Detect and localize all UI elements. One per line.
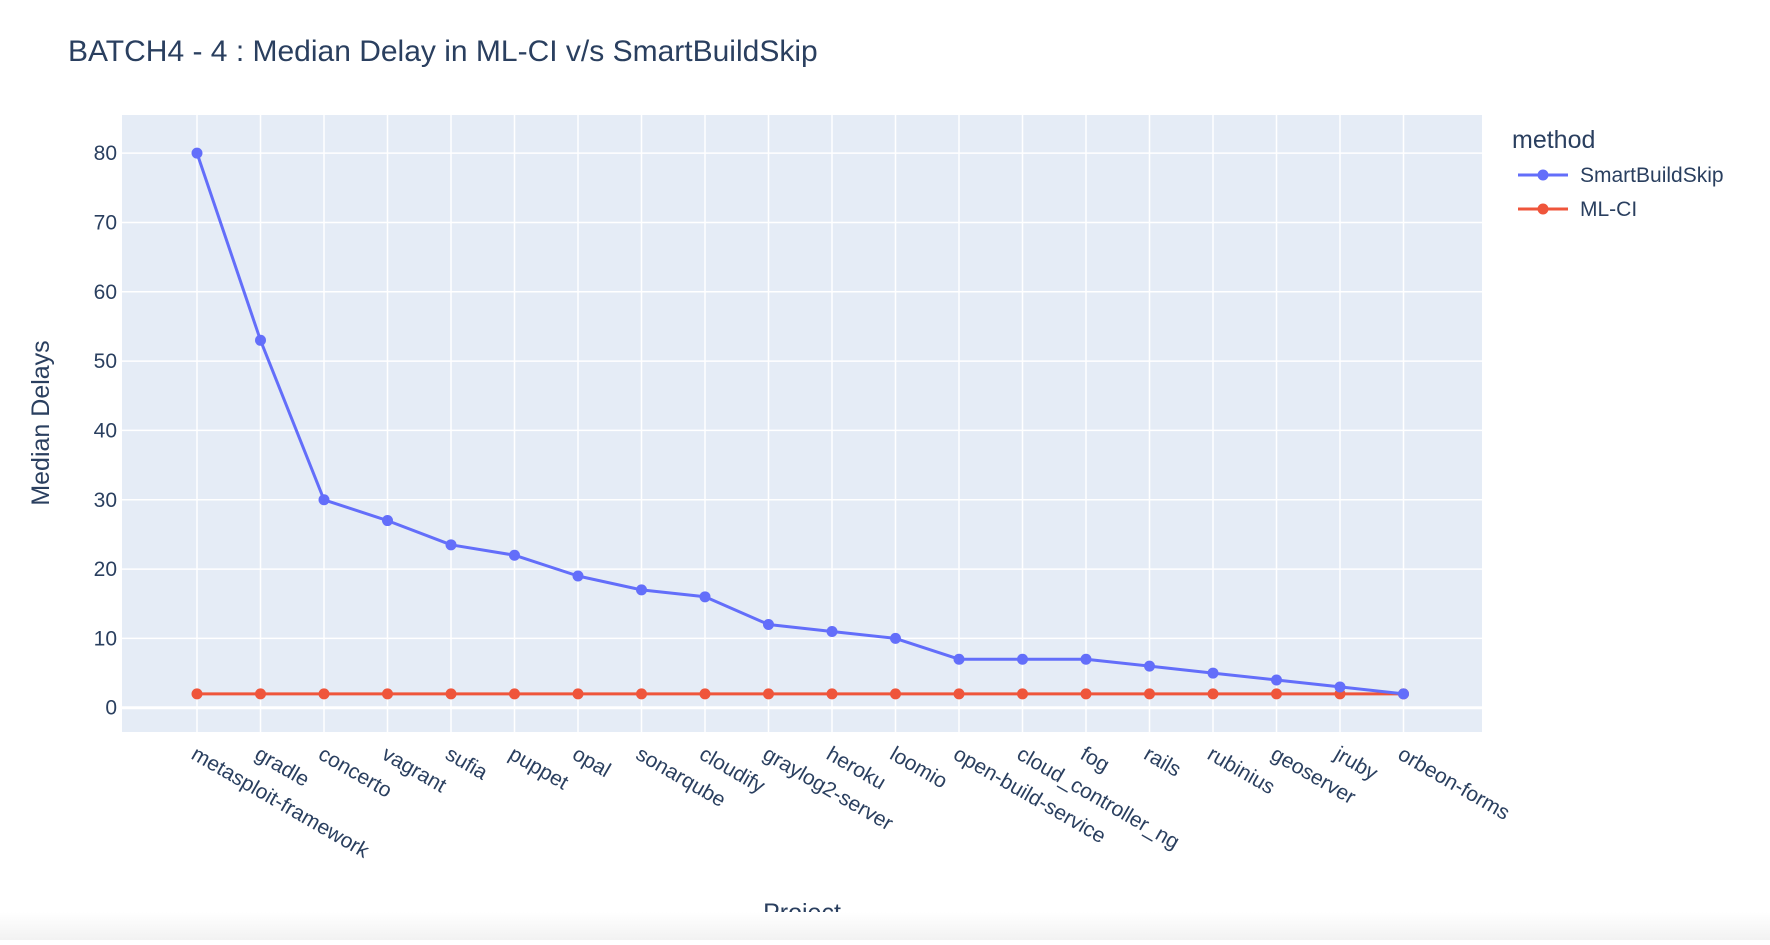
data-point: [826, 625, 838, 637]
data-point: [572, 688, 584, 700]
data-point: [890, 688, 901, 700]
y-axis-ticks: 0 10 20 30 40 50 60 70 80: [94, 142, 117, 720]
data-point: [636, 688, 647, 700]
legend-label: SmartBuildSkip: [1580, 164, 1724, 187]
data-point: [382, 688, 393, 700]
y-tick-label: 60: [94, 281, 117, 304]
legend-title: method: [1512, 126, 1595, 154]
data-point: [1080, 688, 1092, 700]
data-point: [1017, 688, 1028, 700]
legend-item-smartbuildskip[interactable]: SmartBuildSkip: [1518, 164, 1724, 187]
data-point: [191, 688, 203, 700]
data-point: [953, 653, 965, 665]
data-point: [1144, 660, 1155, 672]
data-point: [255, 688, 266, 700]
legend-swatch-marker: [1537, 203, 1549, 215]
y-tick-label: 20: [94, 558, 117, 581]
data-point: [318, 494, 330, 506]
data-point: [699, 591, 711, 603]
y-tick-label: 70: [94, 211, 117, 234]
x-tick-label: rails: [1140, 742, 1185, 781]
data-point: [509, 549, 520, 561]
data-point: [1207, 667, 1219, 679]
data-point: [1144, 688, 1155, 700]
data-point: [445, 688, 457, 700]
x-tick-label: opal: [569, 742, 615, 782]
legend-label: ML-CI: [1580, 198, 1637, 221]
y-axis-label: Median Delays: [27, 340, 55, 505]
data-point: [953, 688, 965, 700]
data-point: [1271, 688, 1282, 700]
data-point: [636, 584, 647, 596]
series-layer: [191, 147, 1409, 700]
legend-item-ml-ci[interactable]: ML-CI: [1518, 198, 1637, 221]
grid-lines: [122, 115, 1482, 732]
data-point: [1271, 674, 1282, 686]
x-tick-label: orbeon-forms: [1394, 742, 1514, 824]
data-point: [1080, 653, 1092, 665]
x-tick-label: puppet: [505, 742, 572, 794]
data-point: [318, 688, 330, 700]
y-tick-label: 30: [94, 489, 117, 512]
x-tick-label: rubinius: [1204, 742, 1279, 799]
series-line-smartbuildskip: [195, 152, 1404, 696]
data-point: [445, 539, 457, 551]
legend-swatch-marker: [1537, 169, 1549, 181]
data-point: [699, 688, 711, 700]
y-tick-label: 50: [94, 350, 117, 373]
legend: method SmartBuildSkip ML-CI: [1512, 126, 1724, 221]
data-point: [826, 688, 838, 700]
series-ml-ci: [191, 688, 1409, 700]
data-point: [763, 619, 774, 631]
data-point: [1334, 681, 1346, 693]
data-point: [1207, 688, 1219, 700]
legend-items: SmartBuildSkip ML-CI: [1518, 164, 1724, 221]
x-tick-label: fog: [1077, 742, 1114, 777]
data-point: [1017, 653, 1028, 665]
data-point: [572, 570, 584, 582]
data-point: [191, 147, 203, 159]
data-point: [509, 688, 520, 700]
plot-area: [122, 115, 1482, 732]
y-tick-label: 0: [105, 697, 117, 720]
data-point: [382, 515, 393, 527]
data-point: [1398, 688, 1409, 700]
chart-title: BATCH4 - 4 : Median Delay in ML-CI v/s S…: [68, 35, 818, 68]
bottom-shade: [0, 912, 1770, 940]
y-tick-label: 80: [94, 142, 117, 165]
y-tick-label: 40: [94, 419, 117, 442]
data-point: [255, 334, 266, 346]
y-tick-label: 10: [94, 627, 117, 650]
data-point: [890, 632, 901, 644]
data-point: [763, 688, 774, 700]
x-tick-label: loomio: [886, 742, 951, 793]
series-smartbuildskip: [191, 147, 1409, 700]
